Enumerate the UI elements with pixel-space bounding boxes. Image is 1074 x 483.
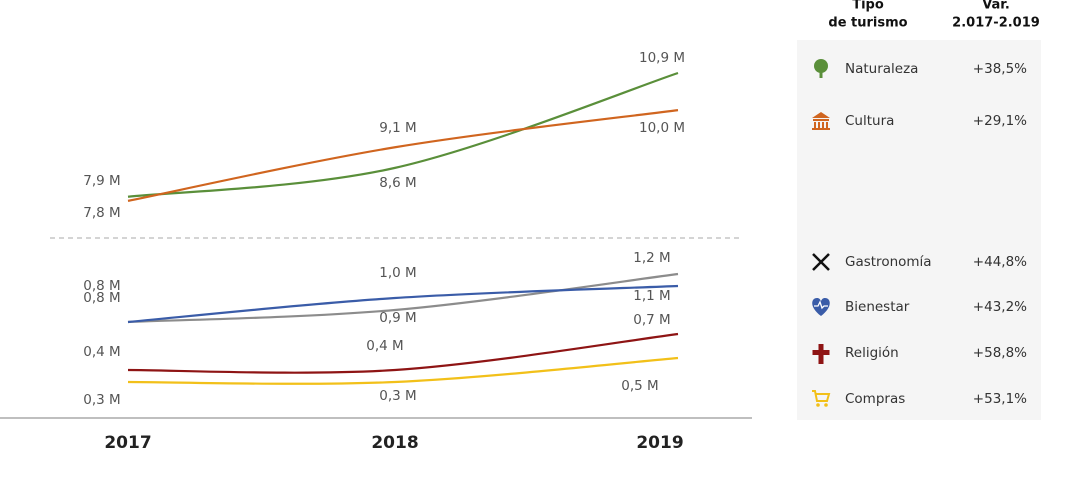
legend-header: 2.017-2.019 bbox=[952, 16, 1040, 31]
legend-icon bbox=[812, 112, 830, 130]
legend-header: Var. bbox=[982, 0, 1010, 13]
line bbox=[127, 356, 679, 385]
icon-part bbox=[812, 344, 830, 364]
icon-part bbox=[814, 59, 828, 73]
data-label: 7,8 M bbox=[83, 205, 120, 221]
legend-variation: +43,2% bbox=[973, 299, 1027, 315]
legend-label: Bienestar bbox=[845, 299, 910, 315]
line bbox=[127, 272, 679, 324]
x-tick-label: 2017 bbox=[104, 433, 151, 453]
legend-variation: +29,1% bbox=[973, 113, 1027, 129]
data-label: 9,1 M bbox=[379, 120, 416, 136]
data-label: 1,1 M bbox=[633, 288, 670, 304]
data-label: 0,4 M bbox=[366, 338, 403, 354]
x-tick-label: 2018 bbox=[371, 433, 418, 453]
legend-variation: +44,8% bbox=[973, 254, 1027, 270]
data-label: 0,9 M bbox=[379, 310, 416, 326]
line bbox=[127, 109, 679, 202]
data-label: 0,3 M bbox=[83, 392, 120, 408]
data-label: 0,7 M bbox=[633, 312, 670, 328]
legend-header: de turismo bbox=[828, 16, 907, 31]
legend-variation: +58,8% bbox=[973, 345, 1027, 361]
data-label: 0,4 M bbox=[83, 344, 120, 360]
line bbox=[127, 71, 679, 198]
legend-icon bbox=[812, 298, 830, 316]
line bbox=[127, 332, 679, 374]
icon-part bbox=[816, 403, 820, 407]
data-label: 0,3 M bbox=[379, 388, 416, 404]
legend-variation: +53,1% bbox=[973, 391, 1027, 407]
legend-icon bbox=[814, 59, 828, 78]
data-label: 0,5 M bbox=[621, 378, 658, 394]
icon-part bbox=[812, 112, 830, 130]
data-label: 1,0 M bbox=[379, 265, 416, 281]
data-label: 1,2 M bbox=[633, 250, 670, 266]
legend-label: Cultura bbox=[845, 113, 894, 129]
line bbox=[127, 284, 679, 324]
data-label: 8,6 M bbox=[379, 175, 416, 191]
legend-panel bbox=[797, 40, 1041, 420]
legend-icon bbox=[812, 390, 831, 407]
legend-label: Gastronomía bbox=[845, 254, 932, 270]
icon-part bbox=[814, 300, 828, 310]
icon-part bbox=[819, 69, 823, 78]
x-tick-label: 2019 bbox=[636, 433, 683, 453]
legend-label: Compras bbox=[845, 391, 905, 407]
legend-label: Naturaleza bbox=[845, 61, 918, 77]
data-label: 10,0 M bbox=[639, 120, 685, 136]
data-label: 7,9 M bbox=[83, 173, 120, 189]
legend-variation: +38,5% bbox=[973, 61, 1027, 77]
icon-part bbox=[812, 390, 831, 402]
legend-icon bbox=[812, 344, 830, 364]
data-label: 10,9 M bbox=[639, 50, 685, 66]
icon-part bbox=[812, 253, 830, 271]
data-label: 0,8 M bbox=[83, 278, 120, 294]
legend-icon bbox=[812, 253, 830, 271]
legend-label: Religión bbox=[845, 345, 899, 361]
icon-part bbox=[824, 403, 828, 407]
legend-header: Tipo bbox=[852, 0, 884, 13]
data-label: 0,8 M bbox=[83, 290, 120, 306]
